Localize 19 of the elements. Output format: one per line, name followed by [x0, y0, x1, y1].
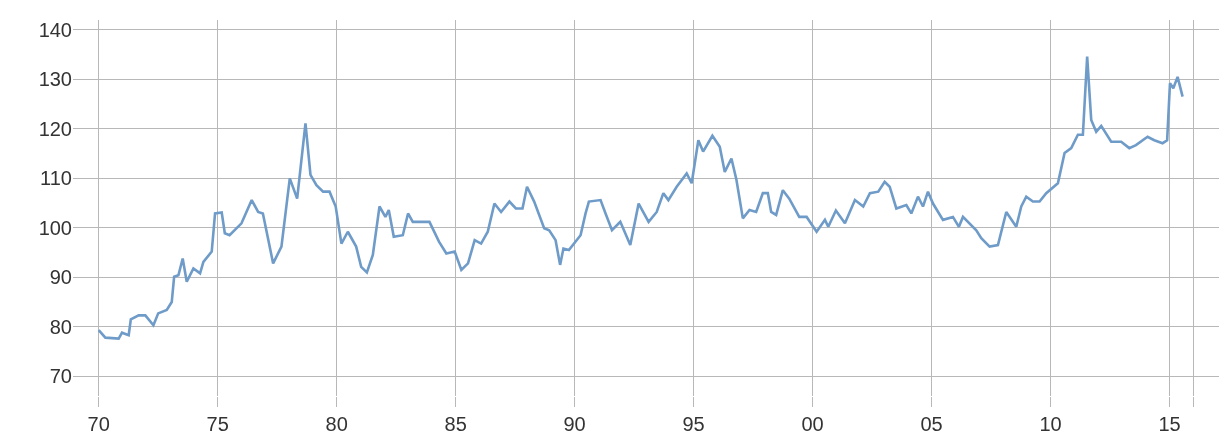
x-tick-label: 80	[325, 413, 348, 435]
x-tick-label: 70	[87, 413, 110, 435]
y-tick-label: 100	[38, 216, 72, 239]
y-tick-label: 140	[38, 18, 72, 41]
y-tick-label: 130	[38, 68, 72, 91]
y-tick-label: 120	[38, 117, 72, 140]
x-tick-label: 90	[563, 413, 586, 435]
x-tick-label: 15	[1158, 413, 1181, 435]
x-tick-label: 05	[920, 413, 943, 435]
x-tick-label: 75	[206, 413, 229, 435]
x-tick-label: 10	[1039, 413, 1062, 435]
x-tick-label: 95	[682, 413, 705, 435]
x-tick-label: 85	[444, 413, 467, 435]
y-tick-label: 80	[49, 315, 72, 338]
y-tick-label: 110	[40, 167, 72, 190]
y-tick-label: 70	[49, 365, 72, 388]
x-tick-label: 00	[801, 413, 824, 435]
line-series	[97, 55, 1184, 340]
y-tick-label: 90	[49, 266, 72, 289]
